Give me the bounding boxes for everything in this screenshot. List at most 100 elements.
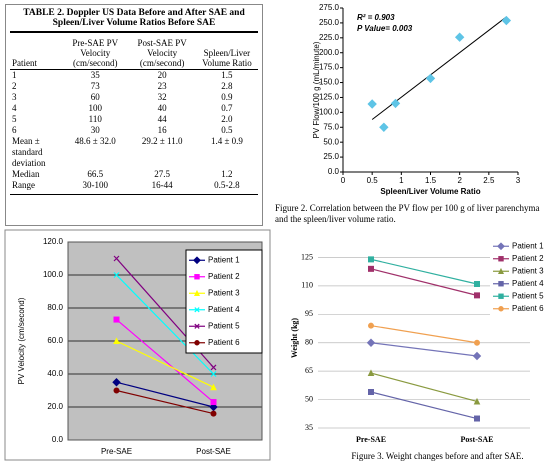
marker — [112, 378, 121, 387]
table-title: TABLE 2. Doppler US Data Before and Afte… — [10, 8, 258, 33]
y-tick-label: 0.0 — [52, 435, 64, 444]
y-tick-label: 35 — [305, 423, 313, 432]
marker — [425, 73, 436, 84]
marker — [194, 340, 200, 346]
marker — [113, 387, 120, 394]
marker — [390, 98, 401, 109]
table-cell: 1.2 — [221, 169, 233, 179]
table-cell: 4 — [12, 103, 17, 113]
x-tick-label: 0.5 — [367, 176, 379, 185]
legend-box — [185, 249, 263, 354]
table-row: 3 60 32 0.9 — [10, 92, 258, 103]
table-cell: 0.5 — [221, 125, 233, 135]
x-tick-label: 3 — [516, 176, 521, 185]
table-cell: 32 — [157, 92, 167, 102]
table-cell: 2.0 — [221, 114, 233, 124]
table-cell: 100 — [88, 103, 103, 113]
marker — [498, 293, 504, 299]
legend-label: Patient 4 — [512, 279, 544, 288]
marker — [367, 99, 377, 109]
header-row: Patient Pre-SAE PV Velocity (cm/second) Po… — [10, 37, 258, 70]
table-cell: Mean ± standard deviation — [12, 136, 46, 168]
table-cell: 0.5-2.8 — [195, 180, 258, 195]
line — [370, 268, 478, 296]
y-tick-label: 200.0 — [319, 48, 340, 57]
y-tick-label: 95 — [305, 309, 313, 318]
y-axis-label: PV Flow/100 g (mL/minute) — [312, 41, 321, 138]
x-tick-label: Pre-SAE — [356, 435, 386, 444]
line — [370, 258, 478, 285]
header-cell: Patient — [10, 37, 62, 70]
marker — [113, 316, 120, 323]
y-tick-label: 80.0 — [47, 303, 63, 312]
y-tick-label: 50.0 — [323, 137, 339, 146]
table-cell: 6 — [12, 125, 17, 135]
y-axis-label: PV Velocity (cm/second) — [17, 297, 26, 384]
marker — [368, 322, 374, 329]
table-cell: 16 — [157, 125, 167, 135]
y-tick-label: 75.0 — [323, 122, 339, 131]
line — [116, 340, 214, 388]
marker — [497, 267, 505, 274]
marker — [474, 415, 480, 422]
table-row: 2 73 23 2.8 — [10, 81, 258, 92]
table-cell: 73 — [90, 81, 100, 91]
marker — [210, 364, 217, 371]
marker — [113, 272, 120, 278]
legend-label: Patient 5 — [208, 321, 240, 330]
marker — [366, 338, 376, 347]
legend-label: Patient 4 — [208, 305, 240, 314]
y-tick-label: 60.0 — [47, 336, 63, 345]
table-cell: 16-44 — [128, 180, 196, 195]
annotation: P Value= 0.003 — [357, 24, 413, 33]
annotation: R² = 0.903 — [357, 13, 395, 22]
table-row: Range 30-100 16-44 0.5-2.8 — [10, 180, 258, 195]
line — [370, 391, 478, 420]
y-tick-label: 120.0 — [43, 237, 64, 246]
marker — [454, 32, 465, 42]
header-cell: Spleen/Liver Volume Ratio — [195, 37, 258, 70]
marker — [113, 255, 120, 262]
table-row: 1 35 20 1.5 — [10, 70, 258, 82]
table-cell: 30-100 — [62, 180, 129, 195]
table-cell: 35 — [90, 70, 100, 80]
table-cell: 48.6 ± 32.0 — [74, 136, 116, 146]
marker — [368, 265, 374, 272]
legend-label: Patient 2 — [208, 272, 240, 281]
header-cell: Pre-SAE PV Velocity (cm/second) — [62, 37, 129, 70]
y-tick-label: 40.0 — [47, 369, 63, 378]
table-cell: 0.9 — [221, 92, 233, 102]
y-tick-label: 110 — [301, 281, 313, 290]
table-cell: 1 — [12, 70, 17, 80]
table-cell: Median — [12, 169, 40, 179]
marker — [210, 410, 217, 417]
table-cell: 5 — [12, 114, 17, 124]
y-tick-label: 125.0 — [319, 93, 340, 102]
y-tick-label: 275.0 — [319, 3, 340, 12]
y-axis-label: Weight (kg) — [290, 318, 299, 359]
y-tick-label: 50 — [305, 394, 313, 403]
data-table: TABLE 2. Doppler US Data Before and Afte… — [5, 4, 263, 226]
marker — [194, 274, 200, 280]
y-tick-label: 250.0 — [319, 18, 340, 27]
table-row: Median 66.5 27.5 1.2 — [10, 169, 258, 180]
y-tick-label: 80 — [305, 338, 313, 347]
table-cell: 27.5 — [154, 169, 171, 179]
table-cell: 20 — [157, 70, 167, 80]
x-tick-label: 0 — [341, 176, 346, 185]
line — [116, 389, 214, 415]
marker — [498, 281, 504, 287]
marker — [368, 389, 374, 395]
legend-label: Patient 1 — [208, 255, 240, 264]
line — [370, 325, 478, 344]
marker — [497, 242, 505, 251]
table-cell: 66.5 — [87, 169, 104, 179]
marker — [210, 371, 217, 377]
x-tick-label: 2.5 — [483, 176, 495, 185]
table-row: Mean ± standard deviation 48.6 ± 32.0 29.2… — [10, 136, 258, 169]
table-cell: 110 — [88, 114, 102, 124]
table-cell: 1.5 — [221, 70, 233, 80]
figure-caption: Figure 2. Correlation between the PV flo… — [275, 203, 540, 224]
legend-label: Patient 3 — [512, 266, 544, 275]
